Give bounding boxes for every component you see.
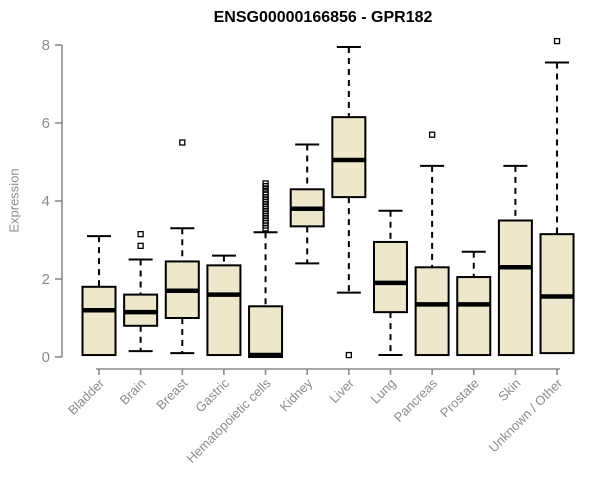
x-tick-label: Lung bbox=[368, 376, 399, 407]
x-tick-label: Bladder bbox=[65, 375, 108, 418]
x-tick-label: Liver bbox=[326, 375, 357, 406]
outlier-point bbox=[179, 139, 186, 146]
box-prostate bbox=[456, 276, 492, 357]
box-gastric bbox=[206, 264, 242, 357]
box-lung bbox=[372, 240, 408, 314]
outlier-point bbox=[137, 242, 144, 250]
outlier-point bbox=[137, 230, 144, 238]
x-tick-label: Breast bbox=[153, 375, 190, 412]
outlier-point bbox=[553, 37, 561, 45]
x-tick-label: Pancreas bbox=[391, 375, 441, 425]
x-tick-label: Prostate bbox=[437, 376, 482, 421]
outlier-point bbox=[428, 131, 436, 138]
x-tick-label: Skin bbox=[495, 376, 523, 404]
x-tick-label: Unknown / Other bbox=[486, 375, 566, 455]
x-tick-label: Gastric bbox=[192, 375, 232, 415]
y-tick-label: 8 bbox=[42, 37, 50, 54]
box-liver bbox=[331, 116, 367, 199]
outlier-point bbox=[345, 351, 352, 359]
box-bladder bbox=[81, 285, 117, 357]
outlier-point bbox=[262, 180, 269, 187]
y-tick-label: 4 bbox=[42, 193, 50, 210]
y-tick-label: 2 bbox=[42, 271, 50, 288]
x-tick-label: Brain bbox=[117, 376, 149, 408]
y-tick-label: 0 bbox=[42, 349, 50, 366]
y-tick-label: 6 bbox=[42, 115, 50, 132]
box-pancreas bbox=[414, 266, 450, 357]
box-skin bbox=[497, 219, 533, 357]
box-unknown-other bbox=[539, 233, 575, 355]
box-hematopoietic-cells bbox=[248, 305, 284, 358]
x-tick-label: Kidney bbox=[277, 375, 316, 414]
chart-title: ENSG00000166856 - GPR182 bbox=[213, 9, 433, 26]
